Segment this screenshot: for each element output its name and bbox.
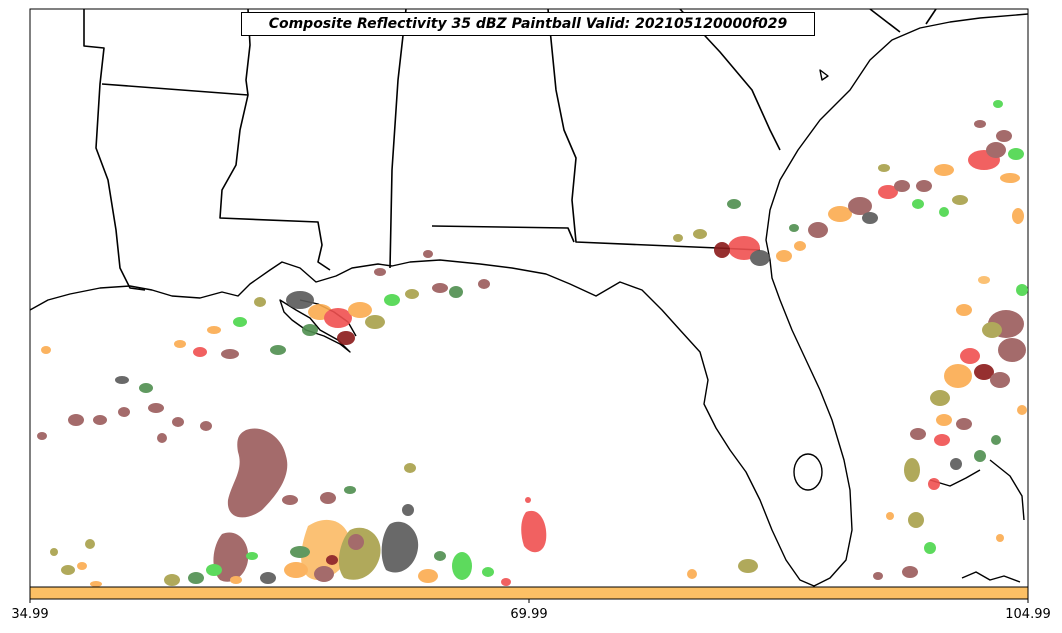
lake-okeechobee — [793, 453, 823, 491]
bahamas-1 — [929, 469, 981, 487]
colorbar-tick-mid: 69.99 — [510, 607, 548, 622]
colorbar-tick-min: 34.99 — [11, 607, 49, 622]
map-title: Composite Reflectivity 35 dBZ Paintball … — [241, 12, 815, 36]
al-fl-border — [431, 225, 575, 243]
state-boundaries — [83, 8, 937, 291]
al-ga-fl-border — [547, 8, 761, 251]
nc-border — [925, 8, 937, 25]
la-ms-border — [219, 8, 331, 271]
ms-al-border — [389, 8, 407, 269]
tx-la-border — [83, 9, 146, 291]
sc-nc-border — [869, 8, 901, 33]
ar-la-border — [101, 83, 249, 96]
small-lake — [819, 69, 829, 81]
colorbar — [29, 586, 1029, 600]
cuba-coast — [961, 571, 1021, 583]
colorbar-tick-max: 104.99 — [1005, 607, 1051, 622]
ga-sc-border — [679, 8, 781, 151]
bahamas-2 — [989, 459, 1025, 521]
gulf-atlantic-coast — [29, 13, 1029, 587]
mississippi-delta — [279, 299, 351, 353]
paintball-blobs — [37, 100, 1028, 587]
coastline — [29, 13, 1029, 587]
